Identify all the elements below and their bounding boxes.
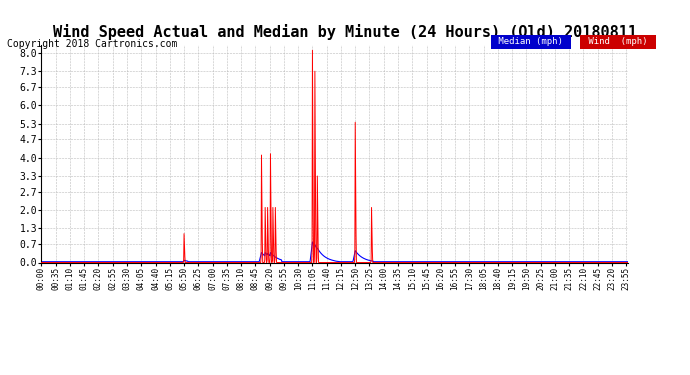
Text: Wind Speed Actual and Median by Minute (24 Hours) (Old) 20180811: Wind Speed Actual and Median by Minute (… <box>53 24 637 40</box>
Text: Wind  (mph): Wind (mph) <box>583 38 653 46</box>
Text: Copyright 2018 Cartronics.com: Copyright 2018 Cartronics.com <box>7 39 177 50</box>
Text: Median (mph): Median (mph) <box>493 38 569 46</box>
